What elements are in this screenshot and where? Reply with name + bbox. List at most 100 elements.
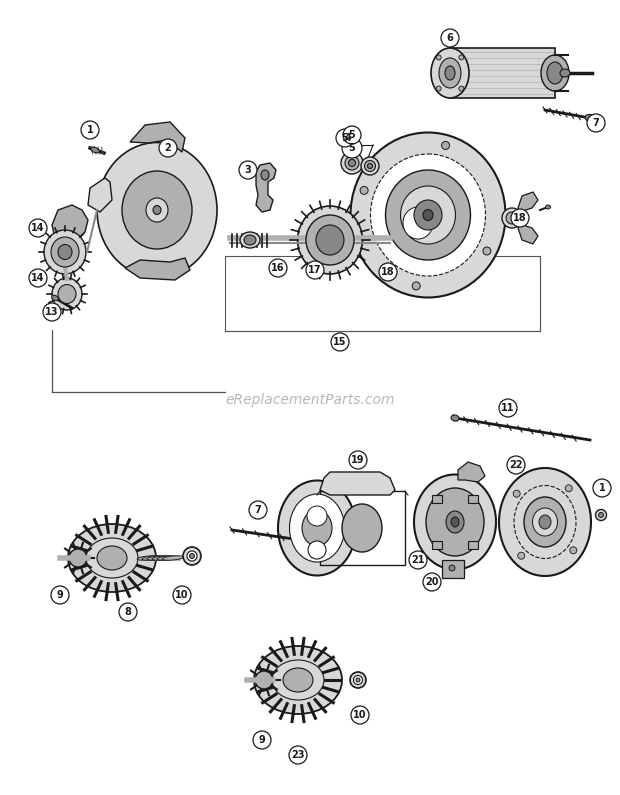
Ellipse shape — [546, 205, 551, 209]
Ellipse shape — [403, 207, 433, 239]
Text: 18: 18 — [513, 213, 527, 223]
Ellipse shape — [44, 230, 86, 274]
Ellipse shape — [290, 494, 345, 562]
Ellipse shape — [244, 235, 256, 245]
Text: 1: 1 — [599, 483, 605, 493]
Ellipse shape — [255, 671, 273, 689]
Bar — [225, 256, 540, 331]
Text: 19: 19 — [352, 455, 365, 465]
Text: 14: 14 — [31, 223, 45, 233]
Ellipse shape — [423, 210, 433, 220]
Bar — [467, 541, 477, 549]
Text: 1: 1 — [87, 125, 94, 135]
Ellipse shape — [412, 282, 420, 290]
Ellipse shape — [539, 515, 551, 529]
Ellipse shape — [97, 546, 127, 570]
Ellipse shape — [365, 161, 376, 172]
Polygon shape — [256, 163, 276, 212]
Ellipse shape — [436, 55, 441, 60]
Ellipse shape — [502, 208, 522, 228]
Circle shape — [507, 456, 525, 474]
Text: 5: 5 — [348, 143, 355, 153]
Ellipse shape — [518, 553, 525, 559]
Bar — [467, 495, 477, 503]
Ellipse shape — [353, 676, 363, 684]
Ellipse shape — [414, 475, 496, 569]
Ellipse shape — [52, 278, 82, 310]
Ellipse shape — [341, 152, 363, 174]
Ellipse shape — [445, 66, 455, 80]
Ellipse shape — [308, 541, 326, 559]
Ellipse shape — [278, 480, 356, 576]
Ellipse shape — [598, 513, 603, 518]
Bar — [320, 491, 405, 565]
Ellipse shape — [360, 186, 368, 194]
Ellipse shape — [51, 295, 58, 301]
Ellipse shape — [513, 491, 520, 497]
Circle shape — [289, 746, 307, 764]
Circle shape — [119, 603, 137, 621]
Ellipse shape — [307, 506, 327, 526]
Bar — [442, 560, 464, 578]
Ellipse shape — [153, 205, 161, 215]
Text: 13: 13 — [45, 307, 59, 317]
Text: 5: 5 — [342, 133, 348, 143]
Ellipse shape — [459, 86, 464, 91]
Circle shape — [306, 261, 324, 279]
Ellipse shape — [449, 565, 455, 571]
Ellipse shape — [183, 547, 201, 565]
Text: 7: 7 — [255, 505, 262, 515]
Ellipse shape — [86, 538, 138, 578]
Text: 21: 21 — [411, 555, 425, 565]
Ellipse shape — [585, 114, 595, 122]
Circle shape — [343, 126, 361, 144]
Text: 14: 14 — [31, 273, 45, 283]
Circle shape — [339, 129, 357, 147]
Circle shape — [331, 333, 349, 351]
Ellipse shape — [261, 170, 269, 180]
Ellipse shape — [137, 556, 159, 560]
Ellipse shape — [97, 142, 217, 277]
Ellipse shape — [441, 142, 450, 149]
Circle shape — [441, 29, 459, 47]
Ellipse shape — [348, 160, 355, 166]
Ellipse shape — [560, 69, 570, 77]
Ellipse shape — [414, 200, 442, 230]
Ellipse shape — [386, 170, 471, 260]
Circle shape — [253, 731, 271, 749]
Text: 22: 22 — [509, 460, 523, 470]
Ellipse shape — [142, 556, 164, 560]
Ellipse shape — [506, 212, 518, 224]
Circle shape — [173, 586, 191, 604]
Text: 3: 3 — [245, 165, 251, 175]
Ellipse shape — [302, 510, 332, 546]
Text: 23: 23 — [291, 750, 305, 760]
Ellipse shape — [483, 247, 491, 255]
Ellipse shape — [547, 62, 563, 84]
Ellipse shape — [298, 206, 363, 274]
Ellipse shape — [162, 556, 184, 560]
Polygon shape — [518, 192, 538, 212]
Circle shape — [423, 573, 441, 591]
Ellipse shape — [446, 511, 464, 533]
Ellipse shape — [58, 245, 72, 259]
Circle shape — [342, 138, 362, 158]
Ellipse shape — [368, 164, 373, 169]
Text: 10: 10 — [175, 590, 188, 600]
Ellipse shape — [401, 186, 456, 244]
Text: 2: 2 — [165, 143, 171, 153]
Polygon shape — [320, 472, 395, 495]
Circle shape — [159, 139, 177, 157]
Text: 9: 9 — [56, 590, 63, 600]
Ellipse shape — [499, 468, 591, 576]
Ellipse shape — [254, 646, 342, 714]
Ellipse shape — [356, 678, 360, 682]
Ellipse shape — [147, 556, 169, 560]
Ellipse shape — [361, 157, 379, 175]
Ellipse shape — [371, 154, 485, 276]
Bar — [432, 495, 442, 503]
Ellipse shape — [152, 556, 174, 560]
Circle shape — [593, 479, 611, 497]
Polygon shape — [52, 205, 88, 242]
Ellipse shape — [91, 147, 99, 153]
